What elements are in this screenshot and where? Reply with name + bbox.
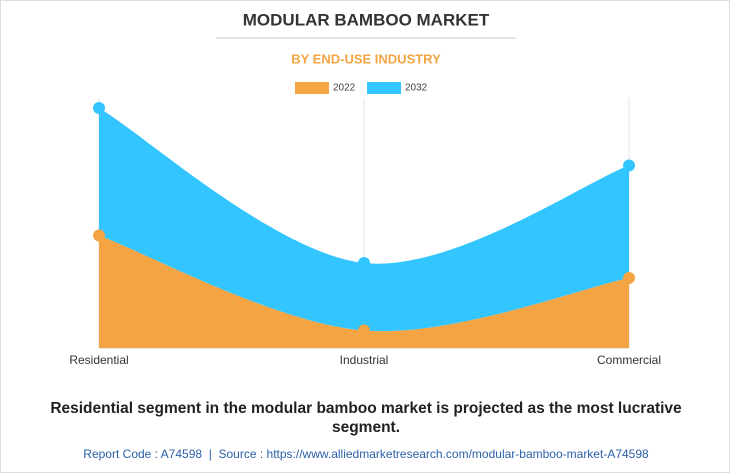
legend-swatch <box>295 82 329 94</box>
source-line: Report Code : A74598 | Source : https://… <box>83 447 649 461</box>
x-tick-label: Residential <box>69 353 128 367</box>
point <box>623 159 635 172</box>
legend-label: 2032 <box>405 83 428 94</box>
point <box>93 102 105 114</box>
x-tick-label: Industrial <box>340 353 389 367</box>
chart-subtitle: BY END-USE INDUSTRY <box>291 51 441 66</box>
legend-swatch <box>367 82 401 94</box>
caption: Residential segment in the modular bambo… <box>50 400 682 436</box>
point <box>358 257 370 269</box>
area <box>99 108 629 332</box>
chart-title: MODULAR BAMBOO MARKET <box>243 10 490 29</box>
legend-label: 2022 <box>333 83 356 94</box>
x-tick-label: Commercial <box>597 353 661 367</box>
area <box>99 235 629 348</box>
point <box>93 229 105 242</box>
point <box>623 272 635 284</box>
point <box>358 324 370 337</box>
